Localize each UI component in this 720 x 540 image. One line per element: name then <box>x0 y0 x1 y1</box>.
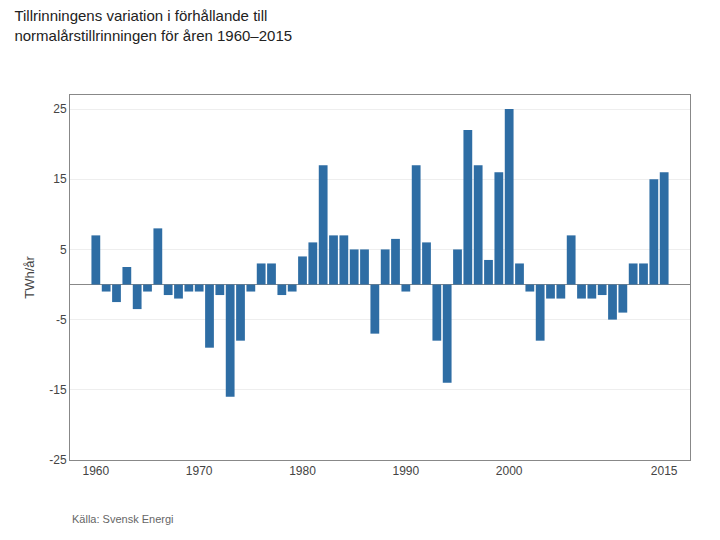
svg-text:-15: -15 <box>49 383 67 397</box>
svg-text:1990: 1990 <box>392 464 419 478</box>
svg-text:Källa: Svensk Energi: Källa: Svensk Energi <box>72 513 174 525</box>
svg-text:5: 5 <box>60 243 67 257</box>
svg-text:15: 15 <box>53 172 67 186</box>
svg-text:25: 25 <box>53 102 67 116</box>
svg-text:2015: 2015 <box>651 464 678 478</box>
svg-text:1980: 1980 <box>289 464 316 478</box>
svg-text:1960: 1960 <box>82 464 109 478</box>
svg-text:1970: 1970 <box>186 464 213 478</box>
svg-text:-5: -5 <box>56 313 67 327</box>
svg-text:Tillrinningens variation i för: Tillrinningens variation i förhållande t… <box>14 7 292 44</box>
svg-text:2000: 2000 <box>496 464 523 478</box>
svg-text:TWh/år: TWh/år <box>22 256 37 299</box>
svg-text:-25: -25 <box>49 453 67 467</box>
